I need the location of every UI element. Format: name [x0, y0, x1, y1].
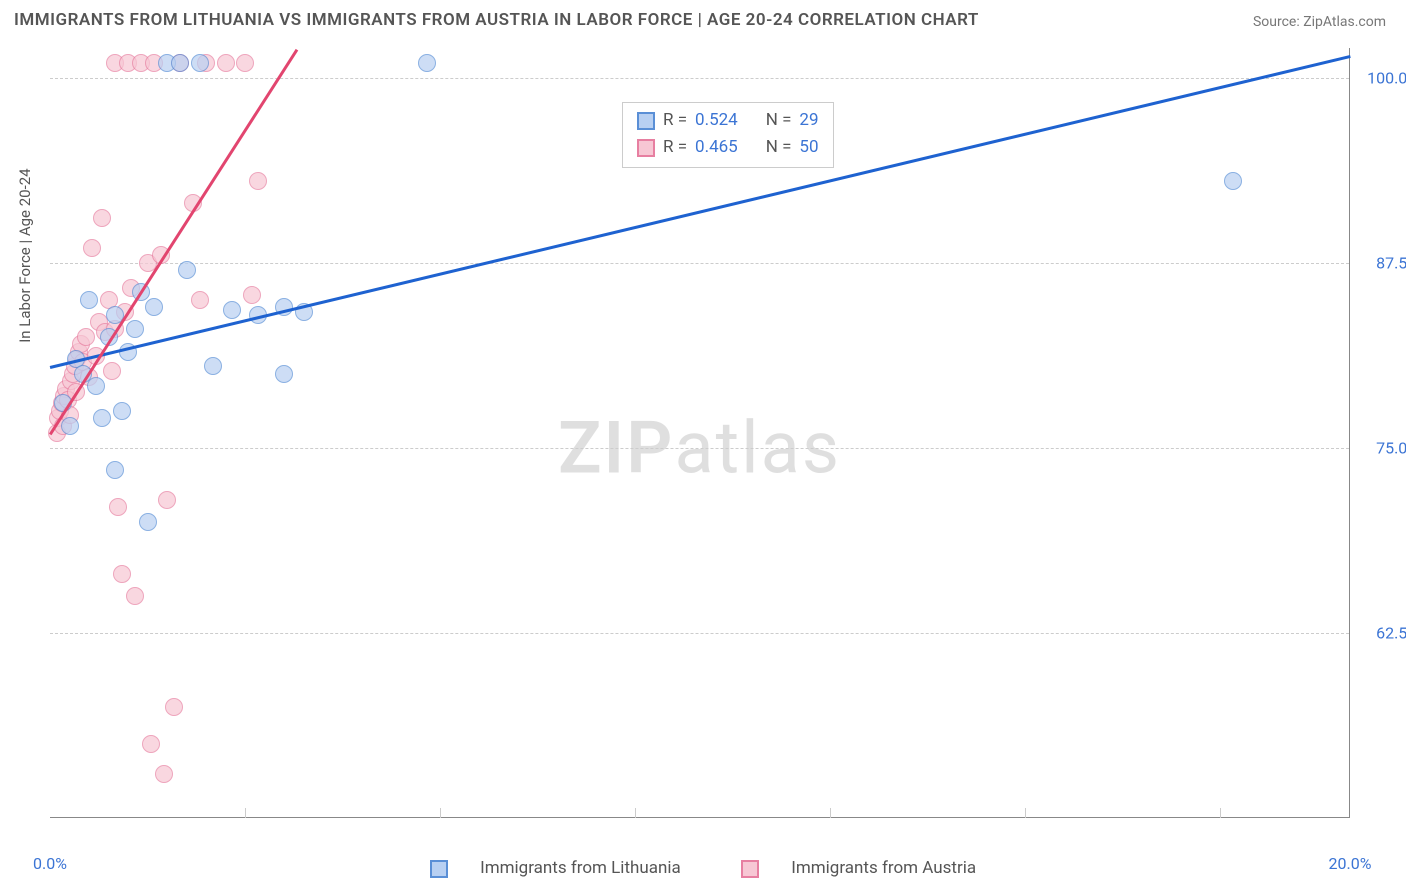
swatch-series-b [637, 139, 655, 157]
y-tick-label: 100.0% [1359, 68, 1406, 87]
gridline-horizontal [50, 263, 1349, 264]
y-axis-label: In Labor Force | Age 20-24 [16, 168, 34, 342]
data-point-lithuania [93, 409, 111, 427]
data-point-austria [165, 698, 183, 716]
data-point-austria [217, 54, 235, 72]
gridline-horizontal [50, 633, 1349, 634]
data-point-austria [191, 291, 209, 309]
source-attribution: Source: ZipAtlas.com [1253, 14, 1386, 30]
chart-title: IMMIGRANTS FROM LITHUANIA VS IMMIGRANTS … [14, 10, 979, 30]
x-tick [440, 808, 441, 818]
data-point-austria [83, 239, 101, 257]
data-point-austria [93, 209, 111, 227]
data-point-lithuania [191, 54, 209, 72]
data-point-lithuania [61, 417, 79, 435]
data-point-austria [158, 491, 176, 509]
data-point-lithuania [223, 301, 241, 319]
data-point-austria [249, 172, 267, 190]
data-point-lithuania [171, 54, 189, 72]
x-tick [830, 808, 831, 818]
data-point-lithuania [145, 298, 163, 316]
x-tick [1025, 808, 1026, 818]
y-tick-label: 87.5% [1359, 253, 1406, 272]
series-b-name: Immigrants from Austria [791, 858, 976, 878]
series-legend: Immigrants from Lithuania Immigrants fro… [0, 858, 1406, 878]
data-point-austria [243, 286, 261, 304]
data-point-lithuania [178, 261, 196, 279]
data-point-austria [126, 587, 144, 605]
gridline-horizontal [50, 448, 1349, 449]
correlation-legend: R = 0.524 N = 29 R = 0.465 N = 50 [622, 102, 834, 168]
data-point-lithuania [1224, 172, 1242, 190]
data-point-lithuania [87, 377, 105, 395]
swatch-series-a [637, 112, 655, 130]
legend-row-series-b: R = 0.465 N = 50 [637, 134, 819, 161]
data-point-lithuania [139, 513, 157, 531]
y-tick-label: 62.5% [1359, 623, 1406, 642]
swatch-series-b-bottom [741, 860, 759, 878]
data-point-austria [109, 498, 127, 516]
legend-row-series-a: R = 0.524 N = 29 [637, 107, 819, 134]
y-tick-label: 75.0% [1359, 438, 1406, 457]
data-point-lithuania [113, 402, 131, 420]
series-a-name: Immigrants from Lithuania [480, 858, 681, 878]
data-point-austria [113, 565, 131, 583]
data-point-lithuania [80, 291, 98, 309]
data-point-lithuania [106, 461, 124, 479]
data-point-austria [103, 362, 121, 380]
x-tick [635, 808, 636, 818]
data-point-austria [142, 735, 160, 753]
data-point-austria [236, 54, 254, 72]
scatter-plot-area: ZIPatlas R = 0.524 N = 29 R = 0.465 N = … [50, 48, 1350, 818]
x-tick [245, 808, 246, 818]
data-point-austria [155, 765, 173, 783]
data-point-lithuania [275, 365, 293, 383]
gridline-horizontal [50, 78, 1349, 79]
data-point-lithuania [204, 357, 222, 375]
x-tick [1220, 808, 1221, 818]
swatch-series-a-bottom [430, 860, 448, 878]
data-point-austria [77, 328, 95, 346]
data-point-lithuania [126, 320, 144, 338]
data-point-lithuania [418, 54, 436, 72]
